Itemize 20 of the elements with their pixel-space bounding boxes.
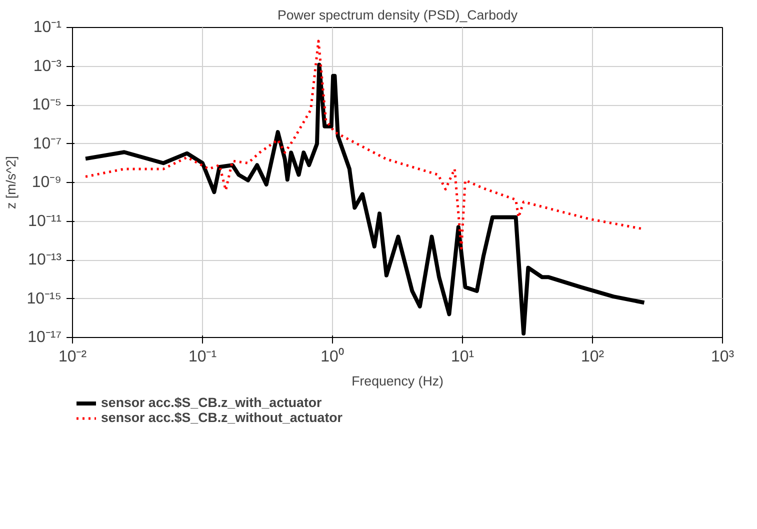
y-axis-title: z [m/s^2] bbox=[4, 156, 19, 209]
y-tick-label: 10⁻⁷ bbox=[32, 135, 62, 152]
x-axis-title: Frequency (Hz) bbox=[352, 374, 444, 388]
y-tick-label: 10⁻¹ bbox=[33, 19, 62, 36]
y-tick-label: 10⁻⁹ bbox=[32, 174, 62, 191]
y-tick-label: 10⁻¹³ bbox=[28, 252, 62, 268]
x-tick-label: 10⁻¹ bbox=[188, 348, 217, 366]
y-tick-label: 10⁻¹¹ bbox=[28, 212, 62, 230]
x-tick-label: 10¹ bbox=[450, 348, 474, 366]
y-tick-label: 10⁻¹⁵ bbox=[26, 290, 62, 308]
chart-title: Power spectrum density (PSD)_Carbody bbox=[278, 8, 518, 22]
x-tick-label: 10⁰ bbox=[320, 348, 344, 366]
x-tick-label: 10³ bbox=[710, 348, 735, 366]
x-tick-label: 10⁻² bbox=[58, 348, 88, 366]
x-tick-label: 10² bbox=[580, 348, 605, 366]
y-tick-label: 10⁻³ bbox=[33, 58, 62, 75]
y-tick-label: 10⁻⁵ bbox=[32, 96, 62, 114]
legend-label: sensor acc.$S_CB.z_without_actuator bbox=[101, 410, 342, 425]
legend-label: sensor acc.$S_CB.z_with_actuator bbox=[101, 395, 322, 410]
y-tick-label: 10⁻¹⁷ bbox=[28, 329, 62, 346]
